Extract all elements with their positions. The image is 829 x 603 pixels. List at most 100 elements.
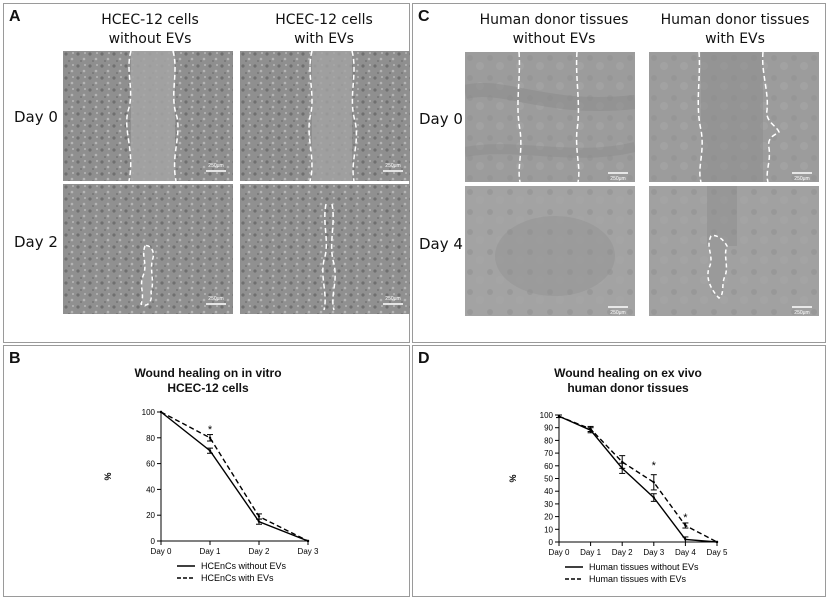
series-line-2 — [558, 415, 718, 543]
column-header-a1-line2: without EVs — [108, 31, 192, 47]
x-tick-label: Day 3 — [298, 547, 319, 556]
x-tick-label: Day 0 — [549, 548, 570, 557]
x-tick-label: Day 2 — [249, 547, 270, 556]
x-tick-label: Day 2 — [612, 548, 633, 557]
micrograph-c-day4-without-evs: 250μm — [465, 186, 635, 316]
micrograph-c-day0-with-evs: 250μm — [649, 52, 819, 182]
column-header-c2: Human donor tissues with EVs — [645, 11, 825, 49]
micrograph-a-day2-without-evs: 250μm — [63, 184, 233, 314]
data-point — [715, 540, 719, 544]
micrograph-c-day0-without-evs: 250μm — [465, 52, 635, 182]
scale-bar-label: 250μm — [208, 296, 223, 302]
y-tick-label: 40 — [146, 485, 155, 494]
micrograph-a-day0-with-evs-image: 250μm — [240, 51, 410, 181]
y-tick-label: 90 — [544, 424, 553, 433]
y-tick-label: 100 — [142, 408, 156, 417]
y-tick-label: 20 — [544, 513, 553, 522]
data-point — [208, 449, 212, 452]
row-label-c-day0: Day 0 — [419, 110, 463, 128]
row-label-a-day2: Day 2 — [14, 233, 58, 251]
column-header-c1-line1: Human donor tissues — [479, 12, 629, 28]
micrograph-a-day0-with-evs: 250μm — [240, 51, 410, 181]
legend-label-1: HCEnCs without EVs — [201, 561, 287, 571]
y-tick-label: 60 — [544, 462, 553, 471]
micrograph-c-day4-with-evs: 250μm — [649, 186, 819, 316]
scale-bar-label: 250μm — [385, 296, 400, 302]
legend-label-2: HCEnCs with EVs — [201, 573, 274, 583]
series-line-1 — [160, 411, 309, 542]
series-line-1 — [558, 415, 718, 543]
panel-c: C Human donor tissues without EVs Human … — [412, 3, 826, 343]
panel-label-a: A — [9, 8, 21, 25]
data-point — [306, 539, 310, 543]
column-header-a2-line1: HCEC-12 cells — [275, 12, 373, 28]
data-point — [159, 410, 163, 414]
data-point — [684, 524, 687, 527]
panel-label-c: C — [418, 8, 430, 25]
data-point — [684, 538, 687, 541]
y-tick-label: 0 — [549, 538, 554, 547]
chart-d-title-line1: Wound healing on ex vivo — [554, 366, 702, 380]
x-tick-label: Day 4 — [675, 548, 696, 557]
micrograph-c-day4-without-evs-image: 250μm — [465, 186, 635, 316]
column-header-a2-line2: with EVs — [294, 31, 354, 47]
panel-label-d: D — [418, 350, 430, 367]
chart-b-title: Wound healing on in vitro HCEC-12 cells — [108, 366, 308, 396]
significance-marker: * — [683, 512, 688, 524]
y-tick-label: 100 — [540, 411, 554, 420]
y-tick-label: 50 — [544, 475, 553, 484]
column-header-c1-line2: without EVs — [512, 31, 596, 47]
chart-d-svg: 0 10 20 30 40 50 60 70 80 90 100% Day 0 Day 1 Day 2 Da… — [508, 411, 728, 584]
column-header-a1: HCEC-12 cells without EVs — [66, 11, 234, 49]
row-label-a-day0: Day 0 — [14, 108, 58, 126]
scale-bar-label: 250μm — [208, 163, 223, 169]
data-point — [257, 520, 261, 523]
data-point — [257, 515, 261, 518]
micrograph-a-day2-with-evs: 250μm — [240, 184, 410, 314]
y-axis-label: % — [508, 474, 518, 482]
chart-b-title-line1: Wound healing on in vitro — [134, 366, 282, 380]
y-tick-label: 20 — [146, 511, 155, 520]
data-point — [557, 415, 561, 418]
y-tick-label: 40 — [544, 487, 553, 496]
y-tick-label: 10 — [544, 525, 553, 534]
y-tick-label: 60 — [146, 460, 155, 469]
panel-a: A HCEC-12 cells without EVs HCEC-12 cell… — [3, 3, 410, 343]
y-axis-label: % — [103, 472, 113, 480]
y-tick-label: 0 — [151, 537, 156, 546]
row-label-c-day4: Day 4 — [419, 235, 463, 253]
significance-marker: * — [652, 460, 657, 472]
x-tick-label: Day 3 — [643, 548, 664, 557]
chart-d-title: Wound healing on ex vivo human donor tis… — [523, 366, 733, 396]
legend-label-1: Human tissues without EVs — [589, 562, 699, 572]
micrograph-c-day0-without-evs-image: 250μm — [465, 52, 635, 182]
column-header-c2-line1: Human donor tissues — [660, 12, 810, 28]
scale-bar-label: 250μm — [794, 310, 809, 316]
chart-d: 0 10 20 30 40 50 60 70 80 90 100% Day 0 Day 1 Day 2 Da… — [413, 346, 827, 598]
micrograph-a-day0-without-evs-image: 250μm — [63, 51, 233, 181]
series-line-2 — [160, 411, 309, 542]
column-header-a1-line1: HCEC-12 cells — [101, 12, 199, 28]
scale-bar-label: 250μm — [385, 163, 400, 169]
micrograph-a-day0-without-evs: 250μm — [63, 51, 233, 181]
data-point — [621, 460, 624, 464]
data-point — [652, 496, 655, 499]
panel-b: B Wound healing on in vitro HCEC-12 cell… — [3, 345, 410, 597]
x-tick-label: Day 1 — [200, 547, 221, 556]
column-header-c1: Human donor tissues without EVs — [465, 11, 643, 49]
chart-b-svg: 0 20 40 60 80 100% Day 0 Day 1 Day 2 Day 3 * HCEnCs… — [103, 408, 319, 583]
y-tick-label: 80 — [544, 436, 553, 445]
panel-label-b: B — [9, 350, 21, 367]
scale-bar-label: 250μm — [794, 176, 809, 182]
y-tick-label: 80 — [146, 434, 155, 443]
panel-d: D Wound healing on ex vivo human donor t… — [412, 345, 826, 597]
micrograph-c-day0-with-evs-image: 250μm — [649, 52, 819, 182]
micrograph-a-day2-with-evs-image: 250μm — [240, 184, 410, 314]
chart-b: 0 20 40 60 80 100% Day 0 Day 1 Day 2 Day 3 * HCEnCs… — [4, 346, 411, 598]
chart-d-title-line2: human donor tissues — [567, 381, 689, 395]
legend-label-2: Human tissues with EVs — [589, 574, 687, 584]
scale-bar-label: 250μm — [610, 176, 625, 182]
data-point — [208, 436, 212, 439]
y-tick-label: 30 — [544, 500, 553, 509]
data-point — [652, 481, 655, 484]
